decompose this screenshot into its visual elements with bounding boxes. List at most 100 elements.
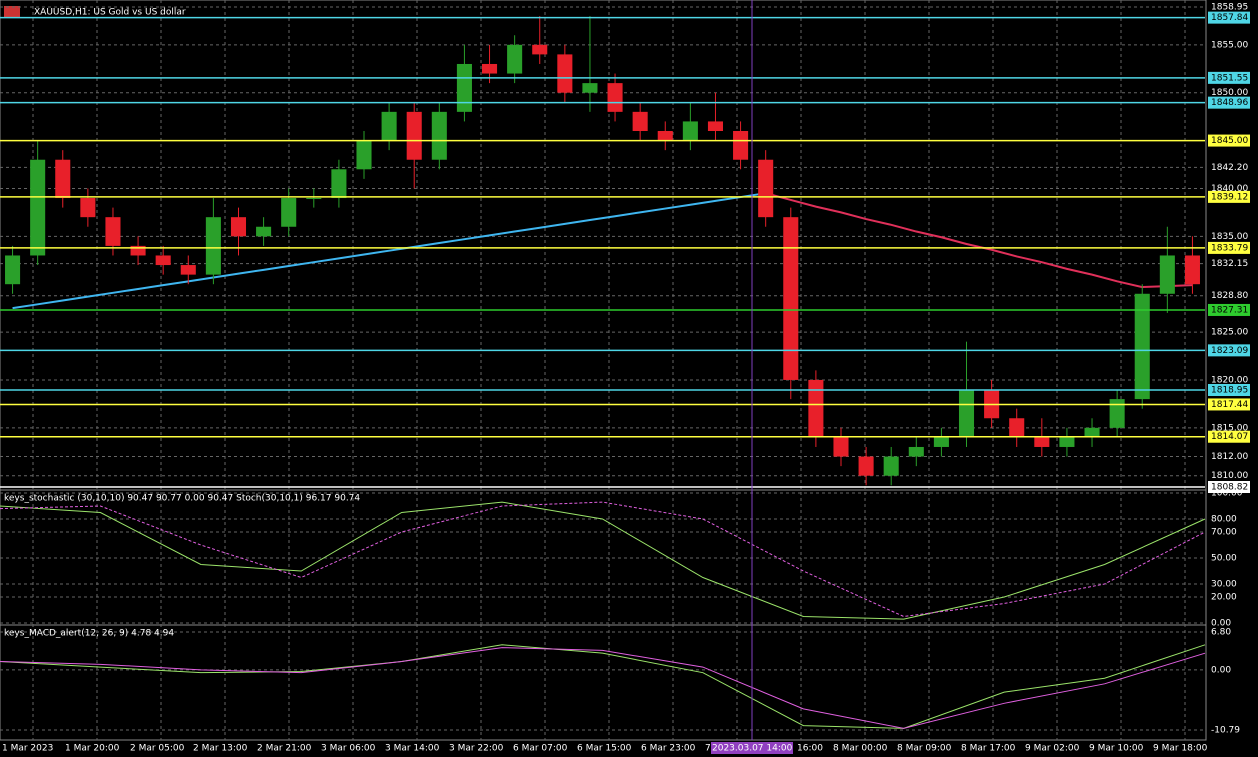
time-tick-label: 6 Mar 15:00: [577, 744, 632, 754]
candle-body: [256, 226, 272, 237]
time-tick-label: 2 Mar 05:00: [130, 744, 185, 754]
price-level-label: 1808.82: [1211, 483, 1248, 493]
candle-body: [55, 159, 71, 199]
price-level-label: 1827.31: [1211, 305, 1248, 315]
price-level-tag: [1208, 96, 1250, 109]
candle-body: [808, 379, 824, 438]
time-tick-label: 1 Mar 20:00: [65, 744, 120, 754]
candle-body: [456, 63, 472, 112]
time-tick-label: 9 Mar 02:00: [1025, 744, 1080, 754]
price-level-label: 1851.55: [1211, 73, 1248, 83]
price-level-label: 1839.12: [1211, 192, 1248, 202]
price-tick-label: 1828.80: [1211, 291, 1248, 301]
price-level-label: 1833.79: [1211, 243, 1248, 253]
symbol-icon[interactable]: [4, 6, 20, 17]
price-tick-label: 1825.00: [1211, 328, 1248, 338]
price-level-tag: [1208, 481, 1250, 493]
candle-body: [130, 245, 146, 256]
candle-body: [80, 198, 96, 218]
indicator-tick-label: 80.00: [1211, 515, 1237, 525]
price-level-label: 1817.44: [1211, 400, 1248, 410]
candle-body: [733, 130, 749, 160]
candle-body: [30, 159, 46, 256]
time-tick-label: 1 Mar 2023: [2, 744, 53, 754]
price-tick-label: 1842.20: [1211, 163, 1248, 173]
candle-body: [758, 159, 774, 218]
candle-body: [281, 198, 297, 227]
time-tick-label: 9 Mar 10:00: [1089, 744, 1144, 754]
moving-average: [12, 192, 766, 310]
plot-frame: [0, 0, 1207, 741]
candle-body: [1134, 293, 1150, 400]
time-tick-label: 3 Mar 06:00: [321, 744, 376, 754]
time-highlight: [711, 742, 793, 754]
time-tick-label: 8 Mar 00:00: [833, 744, 888, 754]
candle-body: [230, 217, 247, 237]
candle-body: [632, 111, 648, 131]
indicator-line: [0, 501, 1206, 620]
price-level-tag: [1208, 303, 1250, 316]
candle-body: [1084, 427, 1100, 438]
price-tick-label: 1855.00: [1211, 40, 1248, 50]
stochastic-label: keys_stochastic (30,10,10) 90.47 90.77 0…: [4, 494, 360, 504]
price-tick-label: 1835.00: [1211, 232, 1248, 242]
time-tick-label: 2 Mar 13:00: [193, 744, 248, 754]
candle-body: [958, 389, 975, 438]
candle-body: [180, 265, 196, 275]
candle-body: [1184, 255, 1200, 285]
time-tick-label: 2023.03.07 14:00: [712, 744, 793, 754]
candle-body: [306, 198, 322, 200]
indicator-tick-label: 6.80: [1211, 628, 1231, 638]
time-tick-label: 3 Mar 14:00: [385, 744, 440, 754]
candle-body: [682, 121, 698, 141]
indicator-tick-label: 100.00: [1211, 489, 1243, 499]
candle-body: [1009, 418, 1025, 438]
price-level-tag: [1208, 241, 1250, 254]
time-tick-label: 8 Mar 17:00: [961, 744, 1016, 754]
candle-body: [858, 456, 874, 476]
candle-body: [783, 217, 799, 380]
candle-body: [883, 456, 899, 476]
candle-body: [582, 83, 598, 93]
price-tick-label: 1832.15: [1211, 259, 1248, 269]
price-level-label: 1848.96: [1211, 98, 1248, 108]
time-tick-label: 7: [705, 744, 711, 754]
indicator-line: [0, 647, 1206, 729]
candle-body: [5, 255, 21, 285]
time-tick-label: 2 Mar 21:00: [257, 744, 312, 754]
candle-body: [406, 111, 422, 160]
candle-body: [557, 54, 573, 93]
price-tick-label: 1840.00: [1211, 184, 1248, 194]
price-level-tag: [1208, 71, 1250, 84]
time-tick-label: 16:00: [797, 744, 823, 754]
indicator-tick-label: 30.00: [1211, 580, 1237, 590]
candle-body: [105, 217, 121, 246]
time-tick-label: 3 Mar 22:00: [449, 744, 504, 754]
price-tick-label: 1850.00: [1211, 88, 1248, 98]
candle-body: [356, 140, 372, 170]
candle-body: [331, 169, 347, 199]
candle-body: [482, 63, 498, 74]
candle-body: [1159, 255, 1175, 294]
price-level-label: 1845.00: [1211, 136, 1248, 146]
price-level-label: 1814.07: [1211, 432, 1248, 442]
candle-body: [205, 217, 221, 275]
candle-body: [1034, 437, 1050, 447]
candle-body: [1059, 437, 1075, 447]
candle-body: [607, 83, 623, 112]
candle-body: [155, 255, 171, 266]
indicator-tick-label: 70.00: [1211, 528, 1237, 538]
candle-body: [707, 121, 723, 131]
candle-body: [833, 437, 849, 457]
indicator-tick-label: -10.79: [1211, 726, 1240, 736]
price-tick-label: 1858.95: [1211, 3, 1248, 13]
price-level-tag: [1208, 134, 1250, 147]
candle-body: [431, 111, 447, 160]
time-tick-label: 8 Mar 09:00: [897, 744, 952, 754]
moving-average: [765, 192, 1193, 289]
price-level-tag: [1208, 430, 1250, 443]
candle-body: [381, 111, 397, 141]
time-tick-label: 6 Mar 07:00: [513, 744, 568, 754]
price-level-tag: [1208, 11, 1250, 24]
indicator-tick-label: 0.00: [1211, 665, 1231, 675]
